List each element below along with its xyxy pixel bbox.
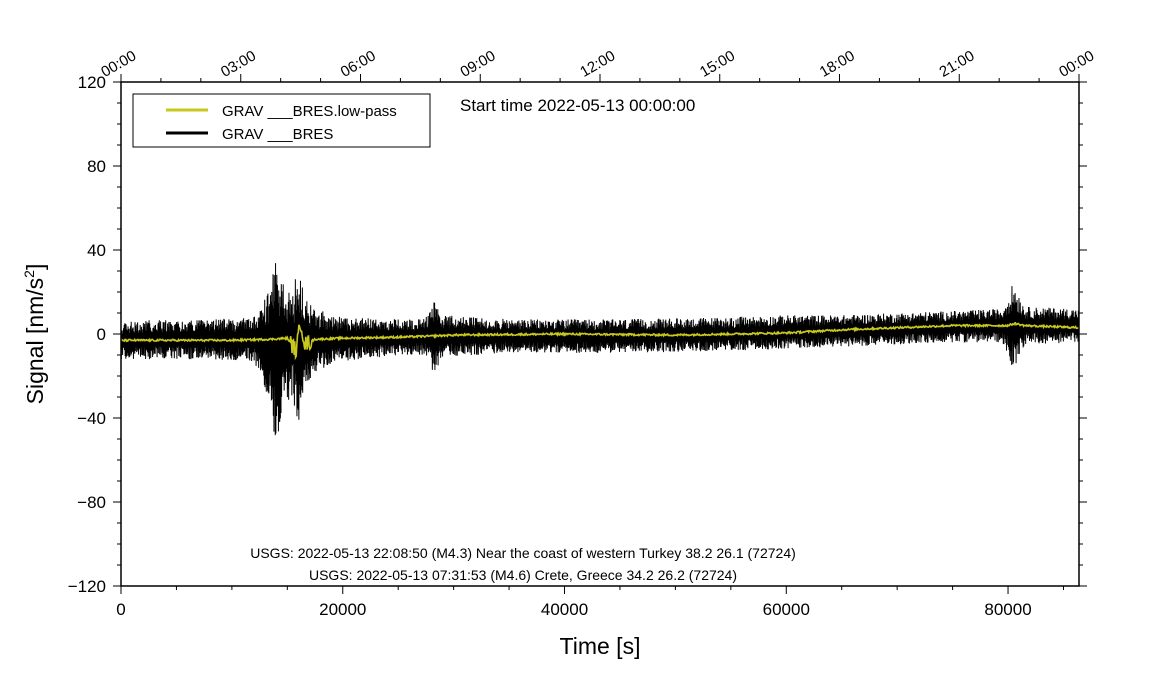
y-tick-label: −80 (77, 493, 106, 512)
legend-label-raw: GRAV ___BRES (222, 126, 333, 143)
x-tick-label: 20000 (319, 600, 366, 619)
x-tick-label: 0 (116, 600, 125, 619)
top-tick-label: 06:00 (338, 47, 379, 80)
start-time-label: Start time 2022-05-13 00:00:00 (460, 96, 695, 115)
x-axis-label: Time [s] (560, 633, 641, 659)
x-tick-label: 80000 (984, 600, 1031, 619)
y-tick-label: −40 (77, 409, 106, 428)
y-tick-label: −120 (68, 577, 106, 596)
legend-box (132, 93, 431, 148)
y-axis-label: Signal [nm/s2] (21, 264, 48, 405)
annotation-crete: USGS: 2022-05-13 07:31:53 (M4.6) Crete, … (309, 567, 737, 583)
y-tick-label: 40 (87, 241, 106, 260)
legend: GRAV ___BRES.low-pass GRAV ___BRES (132, 93, 431, 148)
y-tick-label: 0 (97, 325, 106, 344)
x-tick-label: 60000 (763, 600, 810, 619)
raw-signal-line (120, 263, 1080, 436)
top-tick-label: 00:00 (98, 47, 139, 80)
top-tick-label: 03:00 (218, 47, 259, 80)
y-tick-label: 80 (87, 157, 106, 176)
top-tick-label: 00:00 (1056, 47, 1097, 80)
top-tick-label: 12:00 (577, 47, 618, 80)
lowpass-signal-line (120, 321, 1080, 361)
plot-area (120, 263, 1080, 436)
x-tick-label: 40000 (541, 600, 588, 619)
annotation-turkey: USGS: 2022-05-13 22:08:50 (M4.3) Near th… (250, 545, 796, 561)
y-tick-label: 120 (78, 73, 106, 92)
top-tick-label: 18:00 (817, 47, 858, 80)
top-tick-label: 15:00 (697, 47, 738, 80)
top-tick-label: 09:00 (457, 47, 498, 80)
top-tick-label: 21:00 (936, 47, 977, 80)
legend-label-lowpass: GRAV ___BRES.low-pass (222, 103, 397, 120)
